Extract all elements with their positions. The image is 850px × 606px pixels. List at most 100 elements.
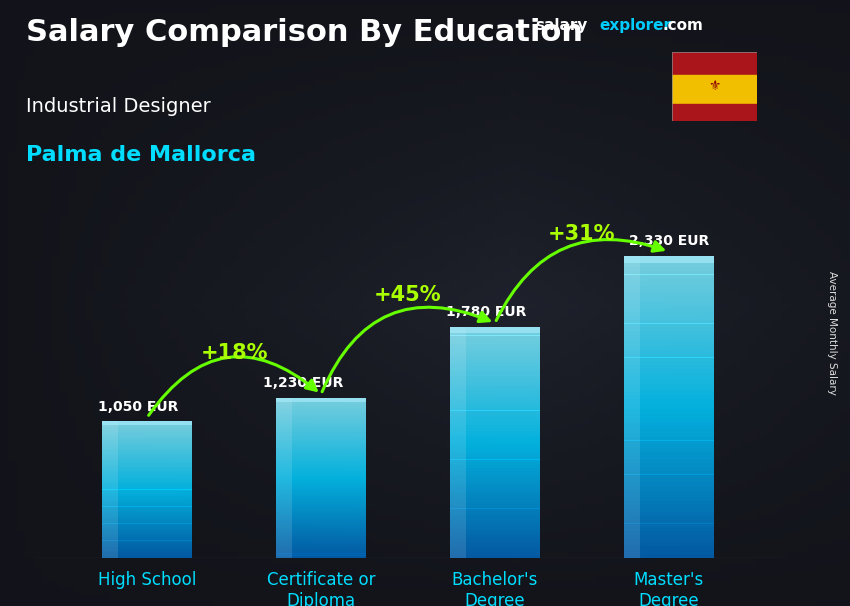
- Bar: [450, 517, 541, 520]
- Bar: [102, 556, 192, 558]
- Bar: [624, 542, 714, 546]
- Bar: [624, 554, 714, 558]
- Bar: [275, 418, 366, 420]
- Bar: [275, 514, 366, 516]
- Bar: [102, 479, 192, 481]
- Bar: [102, 431, 192, 433]
- Bar: [275, 498, 366, 500]
- Bar: [450, 350, 541, 353]
- Bar: [624, 407, 714, 410]
- Bar: [102, 459, 192, 461]
- Bar: [102, 539, 192, 541]
- Bar: [624, 376, 714, 380]
- Bar: [102, 520, 192, 522]
- Bar: [102, 545, 192, 547]
- Bar: [275, 444, 366, 446]
- Bar: [102, 462, 192, 464]
- Bar: [275, 516, 366, 518]
- Bar: [102, 542, 192, 544]
- Bar: [275, 406, 366, 408]
- Bar: [672, 52, 756, 75]
- Bar: [450, 479, 541, 482]
- Bar: [624, 369, 714, 373]
- Bar: [450, 554, 541, 558]
- Bar: [275, 508, 366, 510]
- Bar: [624, 256, 714, 263]
- Bar: [450, 344, 541, 347]
- Bar: [102, 510, 192, 511]
- Bar: [450, 526, 541, 528]
- Bar: [450, 523, 541, 526]
- Bar: [624, 259, 714, 263]
- Bar: [102, 534, 192, 536]
- Bar: [102, 530, 192, 532]
- Bar: [624, 410, 714, 414]
- Bar: [102, 444, 192, 445]
- Bar: [102, 524, 192, 525]
- Bar: [624, 373, 714, 376]
- Bar: [102, 551, 192, 553]
- Bar: [102, 511, 192, 513]
- Bar: [624, 550, 714, 554]
- Bar: [624, 425, 714, 429]
- Bar: [102, 467, 192, 469]
- Bar: [624, 320, 714, 324]
- Bar: [102, 457, 192, 459]
- Bar: [624, 290, 714, 293]
- Text: ⚜: ⚜: [708, 79, 720, 93]
- Text: 1,050 EUR: 1,050 EUR: [99, 400, 178, 414]
- Bar: [450, 520, 541, 523]
- Bar: [624, 456, 714, 459]
- Bar: [275, 491, 366, 494]
- Bar: [450, 422, 541, 425]
- Bar: [102, 522, 192, 524]
- Bar: [275, 550, 366, 551]
- Bar: [624, 267, 714, 271]
- Bar: [450, 549, 541, 551]
- Bar: [275, 547, 366, 550]
- Bar: [275, 519, 366, 522]
- Bar: [450, 367, 541, 370]
- Bar: [275, 496, 366, 498]
- Bar: [624, 358, 714, 361]
- Bar: [102, 476, 192, 478]
- Bar: [275, 538, 366, 539]
- Text: salary: salary: [536, 18, 588, 33]
- Bar: [450, 436, 541, 439]
- Bar: [102, 501, 192, 503]
- Bar: [624, 335, 714, 339]
- Bar: [102, 437, 192, 439]
- Bar: [624, 505, 714, 508]
- Bar: [275, 468, 366, 470]
- Bar: [102, 491, 192, 493]
- Bar: [450, 376, 541, 379]
- Bar: [624, 441, 714, 444]
- Bar: [275, 404, 366, 406]
- Bar: [450, 327, 466, 558]
- Bar: [102, 422, 192, 425]
- Bar: [102, 515, 192, 517]
- Bar: [102, 503, 192, 505]
- Bar: [450, 528, 541, 531]
- Bar: [102, 544, 192, 545]
- Bar: [450, 488, 541, 491]
- Bar: [450, 508, 541, 511]
- Bar: [275, 434, 366, 436]
- Bar: [450, 540, 541, 543]
- Bar: [275, 488, 366, 490]
- Bar: [275, 448, 366, 450]
- Bar: [450, 425, 541, 428]
- Bar: [450, 454, 541, 457]
- Bar: [624, 380, 714, 384]
- Bar: [102, 525, 192, 527]
- Bar: [624, 384, 714, 388]
- Bar: [450, 431, 541, 433]
- Bar: [275, 556, 366, 558]
- Bar: [624, 501, 714, 505]
- Bar: [624, 293, 714, 297]
- Bar: [624, 354, 714, 358]
- Bar: [102, 471, 192, 473]
- Bar: [624, 478, 714, 482]
- Bar: [450, 390, 541, 393]
- Bar: [275, 402, 366, 404]
